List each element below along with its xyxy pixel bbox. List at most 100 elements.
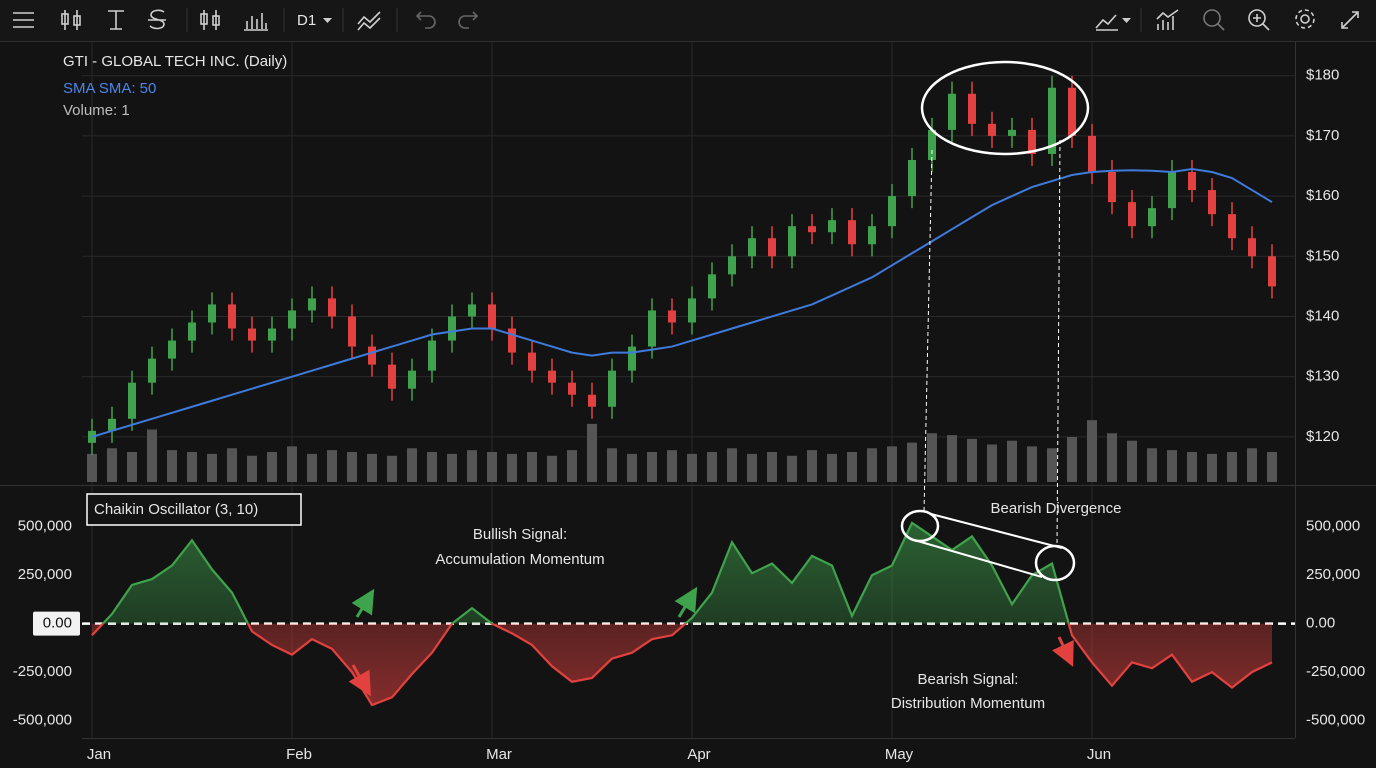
volume-bar	[607, 448, 617, 482]
bars-icon[interactable]	[200, 10, 220, 30]
volume-bar	[267, 452, 277, 482]
candle-body	[368, 346, 376, 365]
candle-body	[648, 310, 656, 347]
volume-bar	[1027, 446, 1037, 482]
y-tick-label: -250,000	[13, 663, 72, 680]
candle-body	[988, 123, 996, 136]
candle-body	[548, 370, 556, 383]
candle-body	[1028, 129, 1036, 154]
volume-bar	[967, 438, 977, 482]
area-fill-negative	[92, 623, 1272, 706]
dropdown-caret	[1122, 18, 1131, 23]
candle-body	[848, 220, 856, 245]
volume-icon[interactable]	[244, 13, 268, 31]
volume-bar	[787, 455, 797, 482]
highlight-ellipse	[920, 60, 1090, 156]
candle-body	[1108, 172, 1116, 203]
candle-body	[448, 316, 456, 341]
volume-bar	[407, 448, 417, 482]
indicator-title: Chaikin Oscillator (3, 10)	[94, 501, 258, 518]
annotation: Bearish Signal:	[918, 671, 1019, 688]
signal-arrow	[1052, 636, 1074, 667]
x-tick-label: Feb	[286, 746, 312, 763]
volume-bar	[727, 448, 737, 482]
volume-bar	[167, 450, 177, 482]
volume-bar	[187, 452, 197, 482]
volume-bar	[927, 433, 937, 482]
x-tick-label: Apr	[687, 746, 710, 763]
oscillator-line	[91, 521, 1273, 707]
volume-bar	[87, 453, 97, 482]
volume-bar	[647, 452, 657, 482]
toolbar: D1	[0, 0, 1376, 42]
volume-bar	[1087, 420, 1097, 482]
volume-bar	[1047, 448, 1057, 482]
zero-label-box	[33, 611, 80, 636]
strike-icon[interactable]	[148, 9, 166, 30]
candle-body	[388, 364, 396, 389]
volume-bar	[1127, 440, 1137, 482]
candle-body	[968, 93, 976, 124]
volume-bar	[1167, 450, 1177, 482]
volume-bar	[427, 452, 437, 482]
sma-line	[91, 167, 1273, 438]
volume-bar	[807, 450, 817, 482]
chart-style-icon[interactable]	[1095, 14, 1118, 31]
x-tick-label: Jan	[87, 746, 111, 763]
menu-icon[interactable]	[13, 12, 34, 28]
candle-body	[908, 159, 916, 197]
candle-body	[328, 298, 336, 317]
volume-bar	[507, 453, 517, 482]
candles-icon[interactable]	[61, 10, 81, 30]
text-icon[interactable]	[108, 10, 124, 30]
volume-bar	[247, 455, 257, 482]
volume-bar	[487, 452, 497, 482]
volume-bar	[747, 453, 757, 482]
timeframe[interactable]: D1	[297, 12, 316, 29]
chart-title: GTI - GLOBAL TECH INC. (Daily)	[63, 53, 287, 70]
signal-arrow	[351, 588, 375, 618]
candle-body	[668, 310, 676, 323]
indicator-icon[interactable]	[357, 11, 381, 31]
candle-body	[808, 226, 816, 233]
volume-bar	[1207, 453, 1217, 482]
y-tick-label: $180	[1306, 67, 1339, 84]
search-icon[interactable]	[1203, 9, 1225, 31]
signal-arrow	[348, 664, 371, 697]
volume-bar	[1107, 433, 1117, 482]
candle-body	[1228, 214, 1236, 239]
volume-bar	[227, 448, 237, 482]
candle-body	[468, 304, 476, 317]
candle-body	[488, 304, 496, 329]
x-tick-label: May	[885, 746, 914, 763]
candle-body	[508, 328, 516, 353]
candle-body	[1188, 172, 1196, 191]
candle-body	[288, 310, 296, 329]
y-tick-label: $140	[1306, 307, 1339, 324]
candle-body	[188, 322, 196, 341]
fullscreen-icon[interactable]	[1341, 11, 1359, 29]
zoom-icon[interactable]	[1248, 9, 1270, 31]
candle-body	[1248, 238, 1256, 257]
annotation: Bearish Divergence	[991, 500, 1122, 517]
volume-bar	[1067, 437, 1077, 482]
annotation: Accumulation Momentum	[435, 551, 604, 568]
candle-body	[148, 358, 156, 383]
toolbar-bg	[0, 0, 1376, 41]
candle-body	[728, 256, 736, 275]
volume-bar	[127, 452, 137, 482]
redo-icon[interactable]	[458, 11, 479, 29]
volume-bar	[287, 446, 297, 482]
candle-body	[528, 352, 536, 371]
candle-body	[208, 304, 216, 323]
candle-body	[168, 340, 176, 359]
volume-bar	[707, 452, 717, 482]
indicator-title-box	[86, 493, 302, 526]
compare-icon[interactable]	[1156, 9, 1179, 30]
undo-icon[interactable]	[415, 11, 436, 29]
x-tick-label: Jun	[1087, 746, 1111, 763]
candle-body	[688, 298, 696, 323]
settings-icon[interactable]	[1295, 9, 1315, 29]
candle-body	[1048, 87, 1056, 154]
